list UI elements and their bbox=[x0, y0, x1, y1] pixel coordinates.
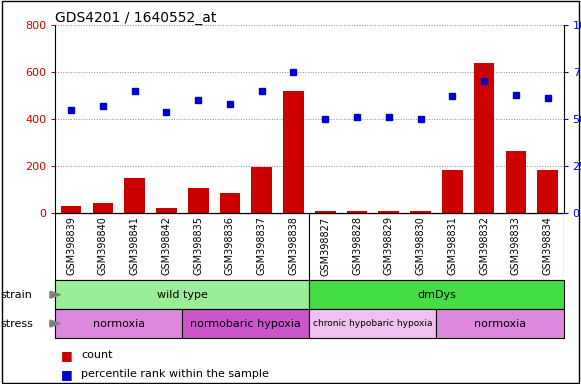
Bar bbox=[309, 280, 564, 309]
Bar bbox=[347, 211, 367, 213]
Text: normoxia: normoxia bbox=[93, 318, 145, 329]
Bar bbox=[505, 151, 526, 213]
Text: GSM398832: GSM398832 bbox=[479, 217, 489, 275]
Bar bbox=[61, 206, 81, 213]
Text: ■: ■ bbox=[61, 349, 73, 362]
Bar bbox=[309, 309, 436, 338]
Text: wild type: wild type bbox=[157, 290, 208, 300]
Text: GSM398836: GSM398836 bbox=[225, 217, 235, 275]
Bar bbox=[436, 309, 564, 338]
Text: GSM398841: GSM398841 bbox=[130, 217, 139, 275]
Text: GSM398831: GSM398831 bbox=[447, 217, 457, 275]
Bar bbox=[182, 309, 309, 338]
Text: normoxia: normoxia bbox=[474, 318, 526, 329]
Text: GSM398838: GSM398838 bbox=[289, 217, 299, 275]
Text: dmDys: dmDys bbox=[417, 290, 456, 300]
Text: GSM398827: GSM398827 bbox=[320, 217, 330, 276]
Text: normobaric hypoxia: normobaric hypoxia bbox=[191, 318, 302, 329]
Bar bbox=[124, 178, 145, 213]
Text: GDS4201 / 1640552_at: GDS4201 / 1640552_at bbox=[55, 11, 217, 25]
Text: GSM398830: GSM398830 bbox=[415, 217, 426, 275]
Text: ■: ■ bbox=[61, 368, 73, 381]
Text: GSM398835: GSM398835 bbox=[193, 217, 203, 275]
Text: stress: stress bbox=[1, 318, 34, 329]
Text: strain: strain bbox=[1, 290, 33, 300]
Bar bbox=[378, 211, 399, 213]
Bar bbox=[442, 170, 462, 213]
Bar bbox=[474, 63, 494, 213]
Polygon shape bbox=[50, 291, 60, 298]
Bar bbox=[188, 189, 209, 213]
Bar bbox=[92, 202, 113, 213]
Bar bbox=[537, 170, 558, 213]
Text: GSM398839: GSM398839 bbox=[66, 217, 76, 275]
Text: GSM398833: GSM398833 bbox=[511, 217, 521, 275]
Bar bbox=[315, 211, 336, 213]
Bar bbox=[283, 91, 304, 213]
Bar bbox=[220, 193, 241, 213]
Text: GSM398837: GSM398837 bbox=[257, 217, 267, 275]
Text: count: count bbox=[81, 350, 113, 360]
Bar bbox=[252, 167, 272, 213]
Text: GSM398842: GSM398842 bbox=[162, 217, 171, 275]
Text: GSM398840: GSM398840 bbox=[98, 217, 108, 275]
Bar bbox=[410, 211, 431, 213]
Text: percentile rank within the sample: percentile rank within the sample bbox=[81, 369, 269, 379]
Bar bbox=[156, 209, 177, 213]
Text: chronic hypobaric hypoxia: chronic hypobaric hypoxia bbox=[313, 319, 433, 328]
Bar bbox=[55, 309, 182, 338]
Bar bbox=[55, 280, 309, 309]
Polygon shape bbox=[50, 320, 60, 327]
Text: GSM398829: GSM398829 bbox=[384, 217, 394, 275]
Text: GSM398828: GSM398828 bbox=[352, 217, 362, 275]
Text: GSM398834: GSM398834 bbox=[543, 217, 553, 275]
